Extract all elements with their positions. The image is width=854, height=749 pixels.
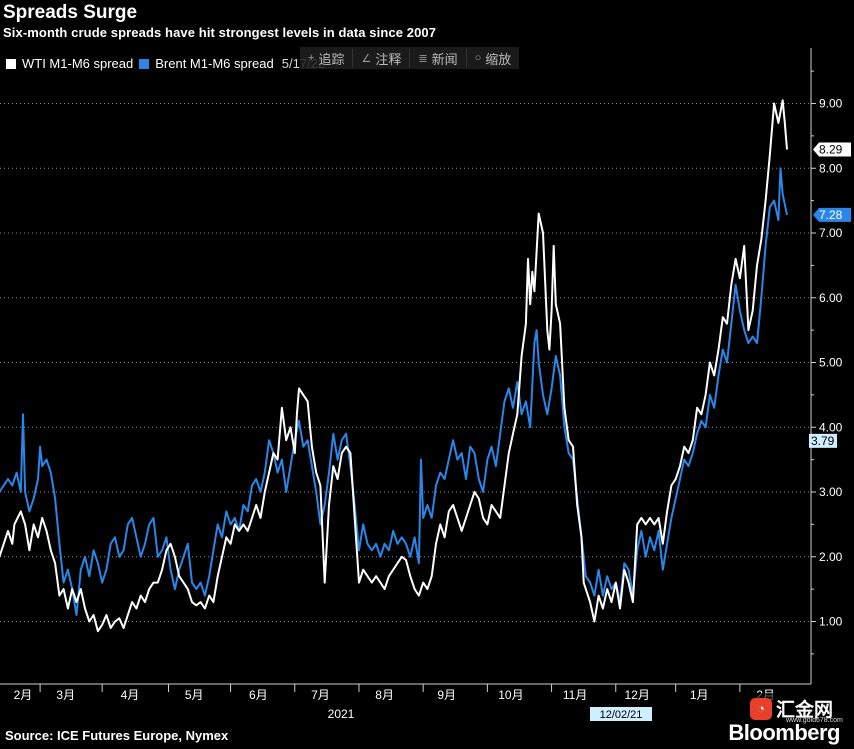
x-tick-label: 11月 [563, 688, 587, 702]
plus-icon: + [308, 52, 315, 64]
legend-label-wti: WTI M1-M6 spread [22, 56, 134, 71]
annotate-button[interactable]: ∠ 注释 [353, 48, 411, 68]
watermark-url: www.gold678.com [786, 717, 843, 724]
y-tick-label: 5.00 [819, 356, 843, 370]
x-axis-year-label: 2021 [328, 707, 355, 721]
legend-label-brent: Brent M1-M6 spread [155, 56, 274, 71]
track-label: 追踪 [318, 51, 345, 67]
x-tick-label: 9月 [437, 688, 456, 702]
end-label-text: 7.28 [819, 208, 843, 222]
end-label-box [813, 142, 851, 157]
x-tick-label: 4月 [121, 688, 140, 702]
x-axis-ticks: 2月3月4月5月6月7月8月9月10月11月12月1月2月 [14, 684, 775, 702]
news-label: 新闻 [431, 51, 458, 67]
bloomberg-logo: Bloomberg [728, 720, 840, 745]
zoom-button[interactable]: ○ 缩放 [467, 49, 520, 68]
zoom-icon: ○ [474, 52, 482, 64]
end-label-crosshair: 3.79 [809, 433, 837, 448]
end-value-labels: 8.29 7.28 3.79 [809, 142, 851, 448]
track-button[interactable]: + 追踪 [300, 48, 354, 68]
x-tick-label: 8月 [375, 688, 394, 702]
end-label-text: 3.79 [811, 434, 835, 448]
x-tick-label: 12月 [624, 688, 649, 702]
y-tick-label: 1.00 [819, 615, 843, 629]
y-tick-label: 7.00 [819, 226, 843, 240]
brent-series-line [0, 167, 788, 616]
legend-item-wti[interactable]: WTI M1-M6 spread [6, 56, 133, 71]
pencil-icon: ∠ [361, 52, 372, 65]
watermark: ◔ 汇金网 www.gold678.com [746, 693, 843, 724]
x-tick-label: 2月 [14, 688, 33, 702]
end-label-box [813, 207, 851, 222]
x-tick-label: 6月 [249, 688, 268, 702]
zoom-label: 缩放 [485, 51, 512, 67]
end-label-text: 8.29 [819, 142, 843, 156]
source-note: Source: ICE Futures Europe, Nymex [5, 728, 229, 743]
end-label-wti: 8.29 [813, 142, 851, 157]
y-tick-label: 6.00 [819, 291, 843, 305]
y-tick-label: 4.00 [819, 420, 843, 434]
y-axis-ticks: 1.00 2.00 3.00 4.00 5.00 6.00 7.00 8.00 9.00 [811, 70, 843, 655]
news-button[interactable]: ≣ 新闻 [410, 48, 467, 68]
y-tick-label: 8.00 [819, 161, 843, 175]
chart-title: Spreads Surge [3, 2, 138, 23]
x-tick-label: 10月 [498, 688, 523, 702]
legend: WTI M1-M6 spread Brent M1-M6 spread 5/17… [6, 56, 325, 71]
x-tick-label: 7月 [311, 688, 330, 702]
legend-item-brent[interactable]: Brent M1-M6 spread [139, 56, 274, 71]
crosshair-date-label: 12/02/21 [600, 709, 643, 721]
annotate-label: 注释 [375, 51, 402, 67]
chart-toolbar: + 追踪 ∠ 注释 ≣ 新闻 ○ 缩放 [300, 47, 520, 69]
watermark-logo-icon: ◔ [750, 697, 772, 720]
brent-swatch [139, 58, 150, 69]
y-tick-label: 9.00 [819, 97, 843, 111]
watermark-name: 汇金网 [776, 700, 834, 721]
wti-series-line [0, 99, 788, 633]
end-label-brent: 7.28 [813, 207, 851, 222]
x-tick-label: 3月 [56, 688, 75, 702]
news-icon: ≣ [418, 52, 428, 65]
crosshair-date-box [590, 707, 652, 721]
x-tick-label: 1月 [690, 688, 709, 702]
y-tick-label: 2.00 [819, 550, 843, 564]
chart-subtitle: Six-month crude spreads have hit stronge… [3, 25, 437, 40]
y-tick-label: 3.00 [819, 485, 843, 499]
x-tick-label: 5月 [185, 688, 204, 702]
wti-swatch [6, 58, 16, 69]
end-label-box [809, 433, 837, 448]
